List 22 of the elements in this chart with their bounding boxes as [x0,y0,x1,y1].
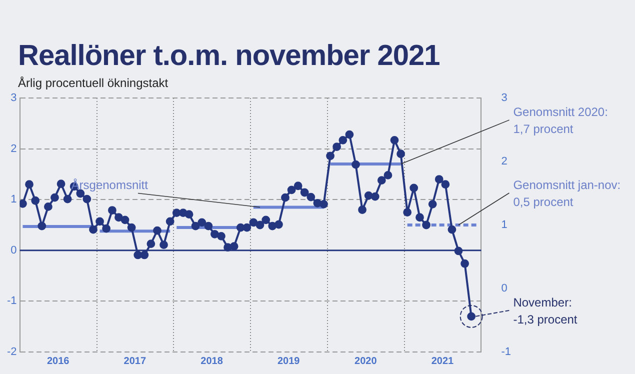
y-tick-label: 1 [10,194,17,206]
y-tick-label: 3 [10,92,17,104]
x-tick-label: 2017 [124,356,146,367]
chart-title: Reallöner t.o.m. november 2021 [18,40,440,73]
y2-tick-label: 0 [501,282,508,295]
x-tick-label: 2020 [354,356,378,367]
annotation: November: -1,3 procent [513,295,578,326]
y2-tick-label: 3 [501,92,508,104]
y-tick-label: -1 [7,295,17,308]
y2-tick-label: 1 [501,219,508,232]
chart-subtitle: Årlig procentuell ökningstakt [18,76,168,90]
y-tick-label: 0 [10,244,17,256]
y2-tick-label: -1 [501,346,511,358]
y2-tick-label: 2 [501,156,508,168]
x-tick-label: 2019 [277,356,300,367]
y-tick-label: 2 [10,142,17,155]
annotation: Genomsnitt 2020: 1,7 procent [513,105,608,136]
annotation: Genomsnitt jan-nov: 0,5 procent [513,178,621,209]
x-tick-label: 2016 [46,356,70,367]
x-tick-label: 2018 [200,356,224,367]
x-tick-label: 2021 [431,356,454,367]
y-tick-label: -2 [7,346,17,358]
